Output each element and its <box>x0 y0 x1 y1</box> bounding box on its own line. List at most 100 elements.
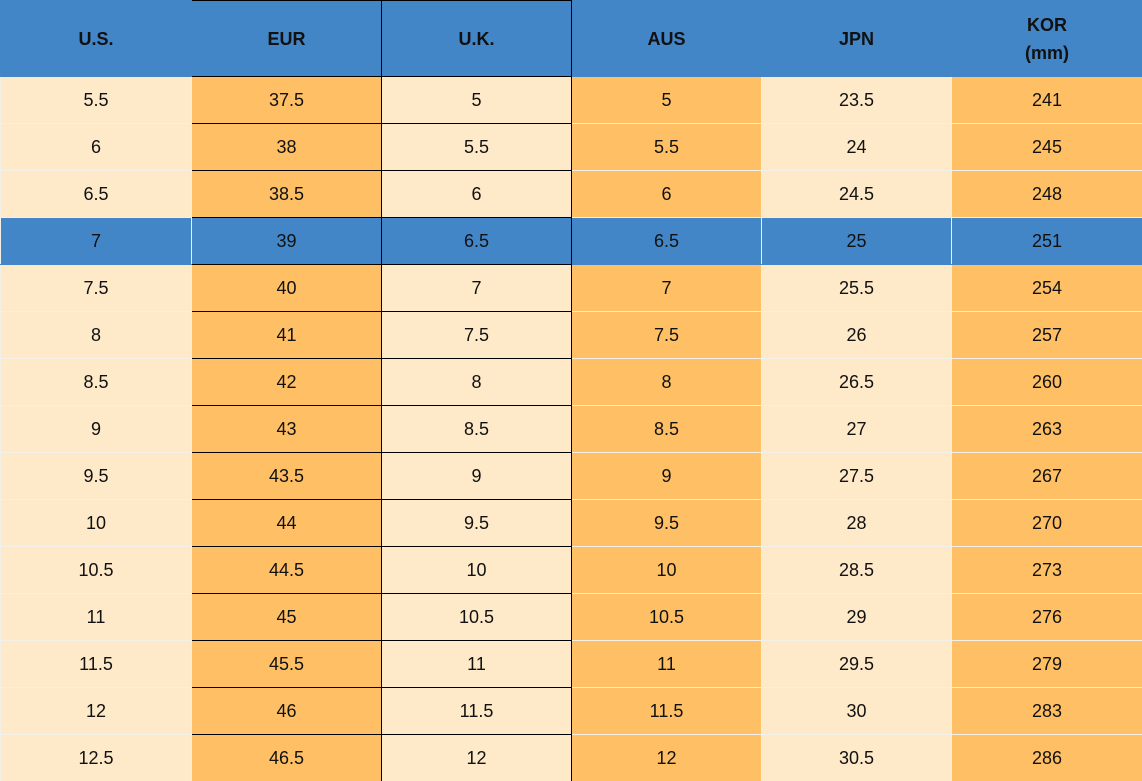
table-cell: 30.5 <box>761 734 952 781</box>
table-cell: 8.5 <box>571 405 762 453</box>
table-row: 7.5 40 7 7 25.5 254 <box>0 264 1142 312</box>
table-cell: 8 <box>381 358 572 406</box>
table-cell: 9 <box>0 405 192 453</box>
table-cell: 260 <box>951 358 1142 406</box>
table-cell: 26 <box>761 311 952 359</box>
table-cell: 7 <box>571 264 762 312</box>
table-row: 10 44 9.5 9.5 28 270 <box>0 499 1142 547</box>
table-cell: 24.5 <box>761 170 952 218</box>
table-row: 12 46 11.5 11.5 30 283 <box>0 687 1142 735</box>
table-cell: 279 <box>951 640 1142 688</box>
table-cell: 29 <box>761 593 952 641</box>
table-cell: 11.5 <box>0 640 192 688</box>
table-cell: 5 <box>381 76 572 124</box>
table-cell: 38.5 <box>191 170 382 218</box>
table-cell: 9 <box>571 452 762 500</box>
header-row: U.S. EUR U.K. AUS JPN KOR (mm) <box>0 0 1142 77</box>
table-cell: 7.5 <box>381 311 572 359</box>
table-cell: 23.5 <box>761 76 952 124</box>
table-row: 12.5 46.5 12 12 30.5 286 <box>0 734 1142 781</box>
header-cell: EUR <box>191 0 382 77</box>
table-cell: 10 <box>571 546 762 594</box>
table-cell: 10.5 <box>0 546 192 594</box>
table-cell: 8.5 <box>381 405 572 453</box>
table-cell: 6.5 <box>381 217 572 265</box>
table-cell: 40 <box>191 264 382 312</box>
header-cell: AUS <box>571 0 762 77</box>
table-cell: 6 <box>381 170 572 218</box>
table-cell: 276 <box>951 593 1142 641</box>
table-cell: 251 <box>951 217 1142 265</box>
table-cell: 270 <box>951 499 1142 547</box>
header-cell: JPN <box>761 0 952 77</box>
table-cell: 283 <box>951 687 1142 735</box>
header-cell: U.S. <box>0 0 192 77</box>
table-cell: 10 <box>381 546 572 594</box>
table-cell: 5 <box>571 76 762 124</box>
table-cell: 39 <box>191 217 382 265</box>
table-cell: 6.5 <box>571 217 762 265</box>
table-cell: 44.5 <box>191 546 382 594</box>
table-row: 5.5 37.5 5 5 23.5 241 <box>0 76 1142 124</box>
table-cell: 241 <box>951 76 1142 124</box>
table-cell: 9 <box>381 452 572 500</box>
table-cell: 25 <box>761 217 952 265</box>
table-cell: 24 <box>761 123 952 171</box>
table-cell: 28 <box>761 499 952 547</box>
table-cell: 28.5 <box>761 546 952 594</box>
table-cell: 27.5 <box>761 452 952 500</box>
table-cell: 11 <box>571 640 762 688</box>
header-cell: U.K. <box>381 0 572 77</box>
table-cell: 5.5 <box>0 76 192 124</box>
table-cell: 46.5 <box>191 734 382 781</box>
table-cell: 43 <box>191 405 382 453</box>
table-cell: 5.5 <box>571 123 762 171</box>
table-cell: 286 <box>951 734 1142 781</box>
table-cell: 8 <box>571 358 762 406</box>
table-cell: 9.5 <box>0 452 192 500</box>
table-cell: 29.5 <box>761 640 952 688</box>
table-cell: 267 <box>951 452 1142 500</box>
table-row: 7 39 6.5 6.5 25 251 <box>0 217 1142 265</box>
table-cell: 10 <box>0 499 192 547</box>
table-cell: 37.5 <box>191 76 382 124</box>
table-row: 11 45 10.5 10.5 29 276 <box>0 593 1142 641</box>
table-cell: 11 <box>0 593 192 641</box>
table-cell: 7 <box>0 217 192 265</box>
table-cell: 12 <box>571 734 762 781</box>
table-cell: 44 <box>191 499 382 547</box>
table-cell: 45.5 <box>191 640 382 688</box>
table-cell: 6 <box>0 123 192 171</box>
table-header: U.S. EUR U.K. AUS JPN KOR (mm) <box>0 0 1142 77</box>
table-cell: 245 <box>951 123 1142 171</box>
table-cell: 27 <box>761 405 952 453</box>
table-cell: 11.5 <box>571 687 762 735</box>
table-cell: 10.5 <box>381 593 572 641</box>
table-cell: 7 <box>381 264 572 312</box>
table-cell: 6.5 <box>0 170 192 218</box>
table-row: 11.5 45.5 11 11 29.5 279 <box>0 640 1142 688</box>
table-cell: 9.5 <box>381 499 572 547</box>
table-cell: 25.5 <box>761 264 952 312</box>
table-cell: 26.5 <box>761 358 952 406</box>
table-cell: 38 <box>191 123 382 171</box>
table-cell: 5.5 <box>381 123 572 171</box>
table-cell: 30 <box>761 687 952 735</box>
table-cell: 6 <box>571 170 762 218</box>
table-cell: 10.5 <box>571 593 762 641</box>
table-cell: 43.5 <box>191 452 382 500</box>
table-row: 6.5 38.5 6 6 24.5 248 <box>0 170 1142 218</box>
table-cell: 7.5 <box>571 311 762 359</box>
table-cell: 12 <box>0 687 192 735</box>
table-cell: 12.5 <box>0 734 192 781</box>
header-cell: KOR (mm) <box>951 0 1142 77</box>
table-row: 9.5 43.5 9 9 27.5 267 <box>0 452 1142 500</box>
table-cell: 7.5 <box>0 264 192 312</box>
table-cell: 273 <box>951 546 1142 594</box>
table-cell: 263 <box>951 405 1142 453</box>
table-cell: 46 <box>191 687 382 735</box>
table-cell: 248 <box>951 170 1142 218</box>
table-row: 8 41 7.5 7.5 26 257 <box>0 311 1142 359</box>
